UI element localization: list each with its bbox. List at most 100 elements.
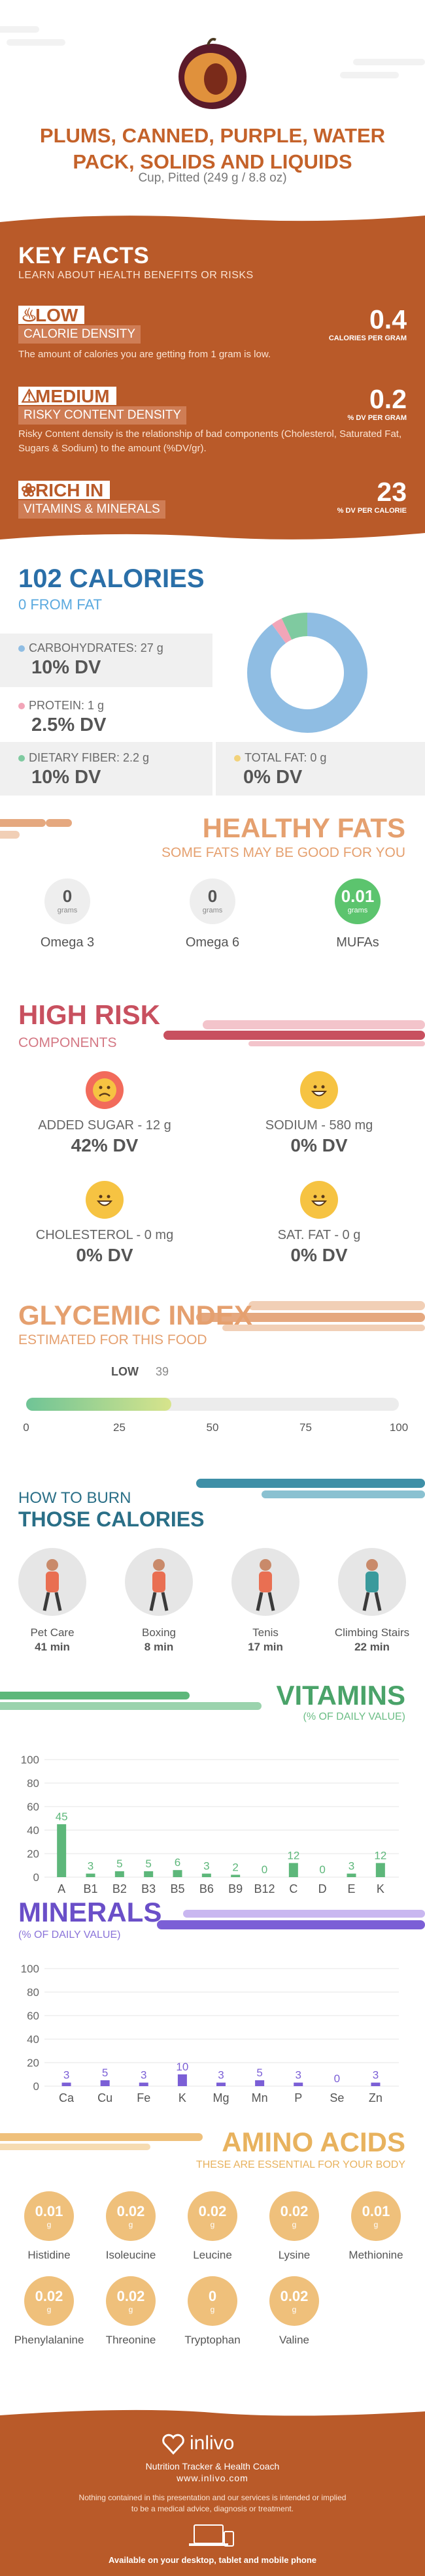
vitamins-ytick-label: 100 [21, 1754, 39, 1766]
amino-value: 0.02 [198, 2203, 227, 2219]
footer-disclaimer: Nothing contained in this presentation a… [78, 2493, 347, 2513]
high-risk-title: HIGH RISK [18, 999, 161, 1030]
carbohydrates-dot [18, 645, 25, 652]
key-facts-wave-bottom [0, 526, 425, 545]
risk-label: CHOLESTEROL - 0 mg [35, 1228, 174, 1242]
donut-slice-protein [271, 618, 292, 643]
vitamins-value-label: 6 [175, 1856, 180, 1869]
fat-gram-circle: 0 grams [190, 878, 235, 924]
glycemic-tick-label: 100 [389, 1421, 409, 1434]
vitamins-category-label: B5 [170, 1882, 184, 1895]
vitamins-ytick-label: 0 [33, 1871, 39, 1884]
minerals-bar [255, 2080, 265, 2086]
amino-name: Leucine [193, 2249, 232, 2261]
amino-circle: 0.02 g [269, 2191, 319, 2241]
minerals-value-label: 3 [63, 2069, 69, 2082]
minerals-bar [139, 2082, 148, 2086]
amino-circle: 0.02 g [106, 2191, 156, 2241]
vitamins-value-label: 5 [145, 1858, 151, 1870]
amino-name: Methionine [348, 2249, 403, 2261]
amino-value: 0.02 [116, 2288, 145, 2304]
amino-title: AMINO ACIDS [222, 2127, 405, 2157]
fat-name: MUFAs [336, 935, 379, 950]
fat-gram-circle: 0.01 grams [335, 878, 381, 924]
fat-name: Omega 6 [185, 935, 240, 950]
vitamins-bar [201, 1873, 211, 1877]
glycemic-level: LOW [111, 1365, 139, 1378]
key-facts-section [0, 222, 425, 529]
minerals-title: MINERALS [18, 1897, 162, 1927]
vitamins-value-label: 12 [287, 1849, 299, 1861]
vitamins-category-label: C [289, 1882, 298, 1895]
minerals-bar [371, 2082, 381, 2086]
calorie-donut-chart [247, 613, 367, 733]
footer-site[interactable]: www.inlivo.com [177, 2473, 248, 2483]
calorie-density-unit: CALORIES PER GRAM [328, 334, 407, 342]
vitamins-ytick-label: 40 [27, 1824, 39, 1837]
happy-face-icon [300, 1181, 338, 1219]
amino-unit: g [292, 2305, 297, 2314]
minerals-decoration [157, 1907, 425, 1940]
amino-name: Isoleucine [105, 2249, 156, 2261]
vitamins-value-label: 5 [116, 1858, 122, 1870]
glycemic-tick-label: 0 [23, 1421, 29, 1434]
footer-brand[interactable]: inlivo [190, 2432, 235, 2454]
rich-in-value: 23 [377, 477, 407, 507]
amino-circle: 0.02 g [269, 2276, 319, 2326]
footer [0, 2417, 425, 2576]
amino-value: 0.02 [280, 2203, 309, 2219]
leaf-icon: ❀ [21, 480, 37, 500]
minerals-category-label: Zn [369, 2091, 382, 2104]
minerals-value-label: 5 [102, 2067, 108, 2079]
rich-in-unit: % DV PER CALORIE [337, 507, 407, 515]
minerals-bar [61, 2082, 71, 2086]
vitamins-bar [114, 1871, 124, 1877]
amino-name: Phenylalanine [14, 2334, 84, 2346]
amino-subtitle: THESE ARE ESSENTIAL FOR YOUR BODY [196, 2159, 405, 2170]
minerals-bar [177, 2074, 187, 2086]
minerals-category-label: Ca [59, 2091, 75, 2104]
activity-time: 22 min [354, 1641, 390, 1653]
glycemic-tick-label: 75 [299, 1421, 312, 1434]
vitamins-value-label: 3 [88, 1860, 94, 1873]
amino-value: 0.02 [35, 2288, 63, 2304]
minerals-ytick-label: 100 [21, 1963, 39, 1975]
header-cloud-right [340, 59, 425, 85]
protein-label: PROTEIN: 1 g [18, 699, 104, 713]
minerals-category-label: Cu [97, 2091, 112, 2104]
activity-time: 41 min [35, 1641, 70, 1653]
stairs-climber-icon [338, 1548, 406, 1616]
amino-name: Histidine [27, 2249, 71, 2261]
risk-label: SODIUM - 580 mg [265, 1118, 373, 1133]
risky-density-value: 0.2 [369, 384, 407, 414]
fat-gram-value: 0.01 [341, 886, 375, 906]
protein-dot [18, 703, 25, 710]
risk-dv: 0% DV [290, 1245, 348, 1265]
glycemic-decoration [196, 1301, 425, 1340]
amino-name: Tryptophan [184, 2334, 241, 2346]
healthy-fats-title: HEALTHY FATS [202, 813, 405, 843]
minerals-value-label: 3 [141, 2069, 146, 2082]
footer-available: Available on your desktop, tablet and mo… [108, 2555, 317, 2565]
vitamins-category-label: D [318, 1882, 327, 1895]
minerals-category-label: Mg [212, 2091, 229, 2104]
vitamins-category-label: E [347, 1882, 355, 1895]
calorie-density-level: ♨LOW [18, 306, 85, 325]
minerals-bar-chart: 0 20 40 60 80 100 3 Ca 5 Cu 3 Fe 10 K 3 Mg 5 Mn 3 P 0 Se 3 Zn [21, 1963, 399, 2104]
glycemic-value: 39 [156, 1365, 169, 1378]
fiber-dot [18, 755, 25, 762]
vitamins-subtitle: (% OF DAILY VALUE) [303, 1711, 405, 1722]
fat-dv: 0% DV [243, 767, 303, 788]
amino-unit: g [128, 2305, 133, 2314]
key-facts-title: KEY FACTS [18, 243, 150, 268]
fat-gram-value: 0 [207, 886, 218, 906]
amino-name: Threonine [105, 2334, 156, 2346]
amino-unit: g [373, 2220, 379, 2229]
page-title: PLUMS, CANNED, PURPLE, WATER PACK, SOLID… [39, 124, 386, 173]
fat-name: Omega 3 [40, 935, 95, 950]
vitamins-value-label: 2 [232, 1861, 238, 1873]
fat-gram-unit: grams [347, 907, 368, 914]
calorie-density-value: 0.4 [369, 304, 407, 334]
amino-value: 0.01 [362, 2203, 390, 2219]
amino-value: 0.02 [280, 2288, 309, 2304]
